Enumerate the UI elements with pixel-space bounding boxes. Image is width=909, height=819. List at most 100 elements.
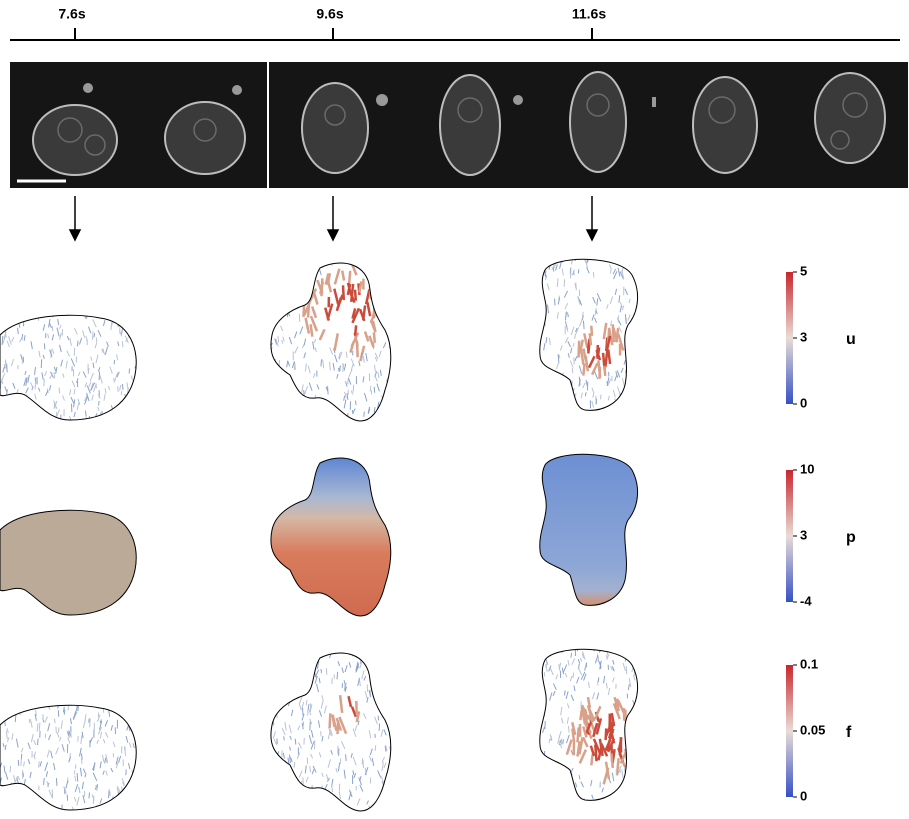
vector: [354, 421, 356, 425]
vector: [128, 394, 131, 402]
vector: [546, 380, 547, 385]
vector: [274, 413, 275, 418]
vector: [620, 402, 622, 409]
vector: [134, 414, 135, 421]
vector: [304, 810, 305, 814]
vector: [628, 645, 631, 652]
vector: [630, 769, 632, 778]
vector: [64, 813, 66, 818]
vector: [551, 785, 553, 794]
vector: [275, 687, 278, 695]
vector: [127, 711, 129, 717]
vector: [394, 288, 395, 295]
vector: [271, 748, 273, 752]
vector: [617, 758, 619, 775]
vector: [364, 412, 365, 417]
colorbar-tick-label: 3: [800, 329, 807, 344]
vector: [629, 410, 632, 417]
vector: [330, 713, 331, 728]
vector: [38, 809, 40, 814]
vector: [542, 399, 545, 407]
vector: [539, 273, 541, 277]
timeline: 7.6s9.6s11.6s: [58, 6, 606, 40]
vector: [271, 749, 272, 754]
vector: [629, 387, 631, 395]
vector: [628, 715, 634, 730]
vector: [553, 396, 554, 401]
vector: [127, 403, 129, 409]
vector: [624, 408, 625, 415]
vector: [343, 805, 344, 810]
vector: [263, 422, 266, 430]
colorbar-tick-label: 10: [800, 461, 814, 476]
vector: [321, 669, 322, 673]
vector: [283, 289, 287, 297]
vector: [633, 735, 635, 752]
vector: [287, 391, 289, 395]
vector: [374, 332, 375, 343]
vector: [532, 796, 535, 804]
vector: [601, 394, 602, 399]
vector: [553, 783, 555, 791]
vector: [278, 336, 279, 342]
vector: [636, 738, 639, 749]
time-label: 7.6s: [58, 6, 85, 22]
vector: [81, 757, 82, 763]
vector: [339, 806, 340, 812]
vector: [267, 692, 268, 697]
vector: [337, 672, 338, 680]
vector: [311, 324, 313, 336]
time-label: 9.6s: [316, 6, 343, 22]
vector: [631, 386, 632, 391]
vector: [362, 758, 363, 764]
vector: [270, 746, 272, 753]
vector: [621, 793, 623, 799]
vector: [333, 715, 335, 727]
vector: [267, 717, 268, 723]
vector: [7, 364, 8, 373]
vector: [295, 791, 296, 796]
vector: [381, 675, 382, 680]
vector: [563, 739, 564, 744]
vector: [125, 749, 126, 756]
vector: [136, 375, 137, 380]
vector: [540, 664, 541, 671]
colorbar-tick-label: 0: [800, 395, 807, 410]
vector: [294, 363, 295, 370]
colorbar: [786, 665, 793, 797]
vector: [632, 253, 635, 260]
vector: [122, 384, 123, 390]
vector: [303, 284, 306, 291]
vector: [569, 643, 572, 650]
vector: [627, 374, 629, 381]
vector: [545, 644, 546, 651]
vector: [571, 402, 572, 406]
vector: [560, 779, 562, 787]
vector: [114, 378, 115, 383]
vector: [309, 411, 312, 417]
vector: [292, 391, 294, 397]
vector: [15, 404, 16, 413]
vector: [27, 799, 29, 806]
vector: [324, 413, 326, 420]
vector: [275, 370, 276, 374]
vector: [265, 406, 266, 412]
vector: [630, 259, 632, 264]
vector: [629, 343, 632, 350]
vector: [541, 774, 543, 782]
vector: [134, 412, 136, 421]
vector: [129, 310, 131, 315]
vector: [371, 673, 372, 680]
vector: [135, 392, 137, 400]
vector: [268, 759, 269, 765]
vector: [270, 810, 273, 818]
vector: [122, 792, 123, 797]
vector: [132, 410, 133, 415]
vector: [378, 681, 380, 688]
vector: [268, 354, 269, 359]
vector: [561, 403, 564, 410]
vector: [54, 372, 55, 379]
vector: [642, 775, 644, 782]
vector: [38, 739, 39, 745]
vector: [140, 810, 142, 819]
